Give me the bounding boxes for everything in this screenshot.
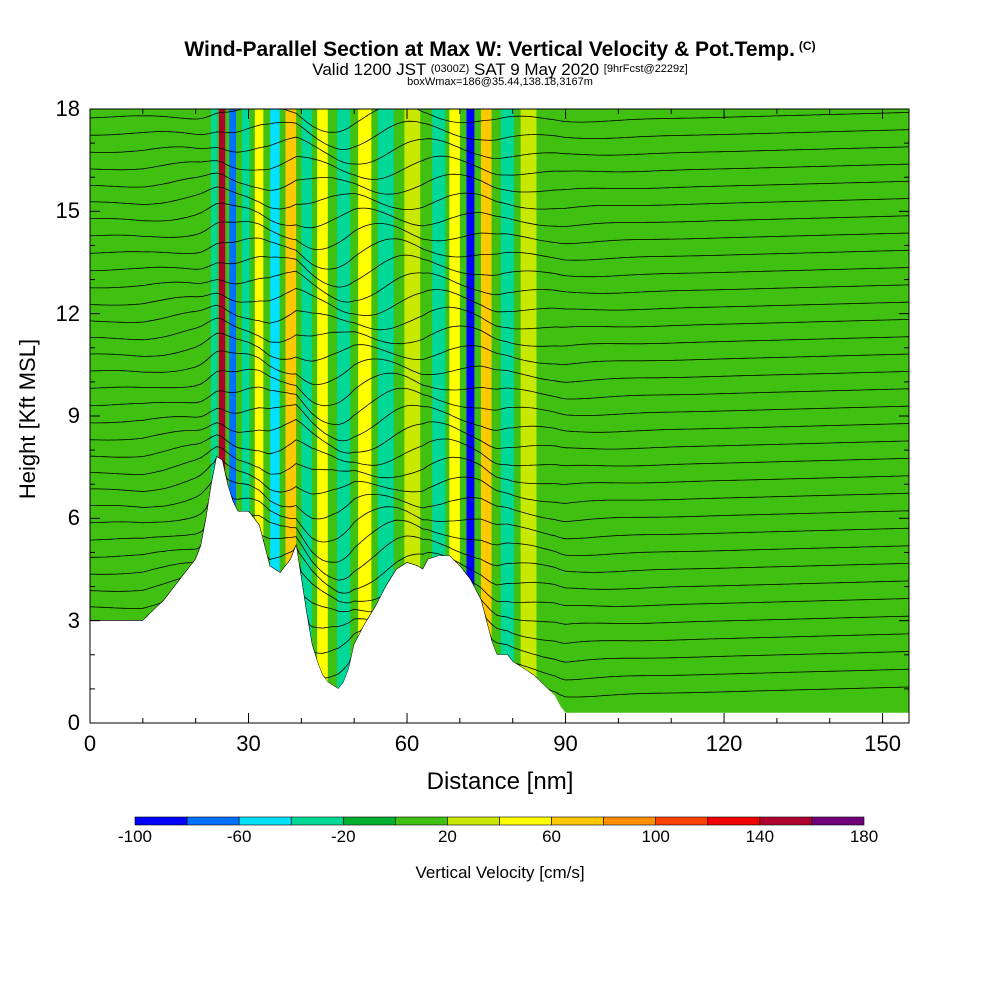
boxwmax-line: boxWmax=186@35.44,138.18,3167m: [407, 76, 593, 88]
isentrope-line: [90, 237, 909, 270]
x-tick-label: 90: [553, 731, 578, 756]
valid-utc: (0300Z): [430, 63, 470, 75]
isentrope-line: [90, 317, 909, 347]
isentrope-line: [90, 254, 909, 288]
colorbar-segment: [238, 816, 292, 826]
isentrope-line: [90, 419, 909, 454]
y-tick-label: 12: [55, 300, 80, 326]
y-tick-label: 9: [67, 403, 80, 428]
isentrope-line: [90, 386, 909, 425]
isentrope-line: [90, 368, 909, 407]
isentrope-line: [90, 434, 909, 467]
isentrope-line: [90, 136, 909, 165]
chart-title-text: Wind-Parallel Section at Max W: Vertical…: [184, 38, 795, 61]
x-tick-label: 0: [83, 731, 97, 756]
isentrope-line: [90, 304, 909, 331]
isentrope-line: [90, 120, 909, 150]
valid-prefix: Valid 1200 JST: [312, 60, 426, 79]
velocity-band: [481, 109, 492, 723]
forecast-info: [9hrFcst@2229z]: [603, 63, 688, 75]
terrain: [90, 456, 909, 723]
velocity-band: [254, 109, 264, 723]
isentrope-line: [90, 350, 909, 385]
chart-title: Wind-Parallel Section at Max W: Vertical…: [0, 38, 1000, 62]
valid-time-line: Valid 1200 JST (0300Z) SAT 9 May 2020 [9…: [0, 60, 1000, 80]
colorbar-label: Vertical Velocity [cm/s]: [415, 863, 585, 882]
y-tick-label: 3: [67, 607, 80, 633]
colorbar-tick-label: -60: [226, 827, 252, 846]
isentrope-line: [90, 270, 909, 303]
colorbar-segment: [290, 816, 344, 826]
colorbar-segment: [395, 816, 448, 826]
colorbar-tick-label: 20: [437, 827, 457, 846]
y-tick-label: 15: [55, 198, 80, 224]
colorbar-segment: [447, 816, 500, 826]
colorbar-tick-label: -100: [117, 827, 153, 846]
y-tick-label: 0: [67, 710, 80, 735]
velocity-band: [317, 109, 328, 723]
x-tick-label: 150: [864, 731, 901, 756]
velocity-band: [500, 109, 515, 723]
y-tick-label: 18: [55, 96, 80, 121]
isentrope-line: [90, 186, 909, 210]
colorbar-tick-label: -20: [330, 827, 356, 846]
colorbar-segment: [186, 816, 240, 826]
x-tick-label: 30: [236, 731, 261, 756]
colorbar-segment: [655, 816, 709, 826]
isentrope-line: [90, 172, 909, 195]
velocity-band: [449, 109, 460, 723]
velocity-band: [358, 109, 372, 723]
x-axis-label: Distance [nm]: [426, 768, 574, 795]
velocity-band: [218, 109, 226, 723]
velocity-band: [377, 109, 394, 723]
velocity-band: [241, 109, 250, 723]
isentrope-line: [90, 456, 909, 523]
colorbar-segment: [499, 816, 552, 826]
velocity-band: [337, 109, 351, 723]
colorbar-segment: [551, 816, 604, 826]
isentrope-line: [90, 155, 909, 180]
velocity-band: [466, 109, 475, 723]
velocity-band: [211, 109, 218, 723]
velocity-band: [285, 109, 297, 723]
colorbar-segment: [707, 816, 761, 826]
isentrope-line: [90, 221, 909, 250]
colorbar-segment: [134, 816, 188, 826]
colorbar-segment: [342, 816, 396, 826]
colorbar-segment: [603, 816, 657, 826]
x-tick-label: 120: [705, 731, 743, 756]
velocity-band: [520, 109, 537, 723]
isentrope-line: [90, 446, 909, 485]
isentrope-line: [90, 287, 909, 316]
plot-area: [90, 109, 909, 723]
velocity-band: [270, 109, 280, 723]
valid-date: SAT 9 May 2020: [474, 60, 600, 79]
colorbar-tick-label: 60: [542, 827, 562, 846]
isentrope-line: [90, 202, 909, 229]
copyright-mark: (C): [798, 39, 816, 53]
x-tick-label: 60: [394, 731, 420, 756]
isentrope-line: [90, 109, 909, 133]
velocity-band: [229, 109, 237, 723]
isentrope-line: [90, 404, 909, 442]
isentrope-line: [90, 456, 909, 504]
colorbar-tick-label: 180: [849, 827, 879, 846]
colorbar-tick-label: 100: [641, 827, 670, 846]
isentrope-line: [90, 332, 909, 366]
y-tick-label: 6: [67, 505, 80, 531]
colorbar-segment: [811, 816, 865, 826]
colorbar-tick-label: 140: [745, 827, 775, 846]
colorbar-segment: [759, 816, 813, 826]
